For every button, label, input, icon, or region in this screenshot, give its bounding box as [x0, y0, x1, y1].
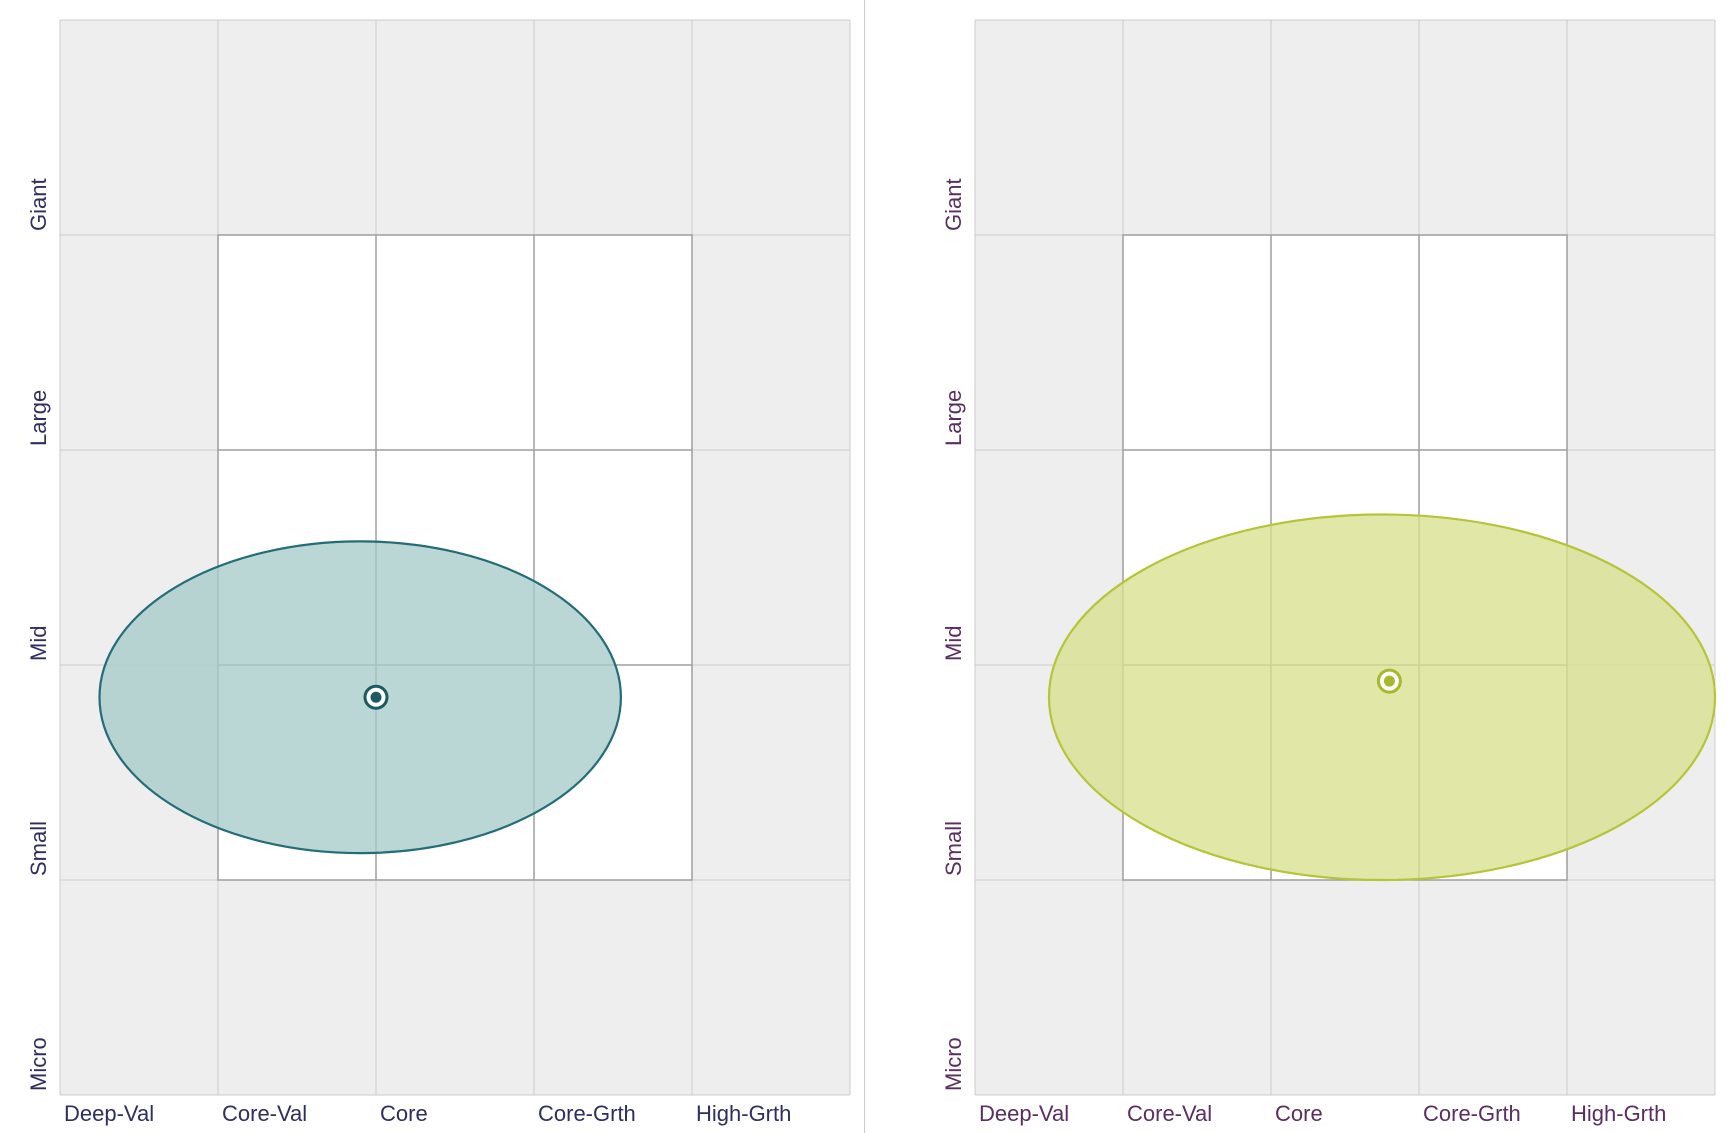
x-axis-label: Core-Grth	[1423, 1101, 1521, 1126]
y-axis-label: Small	[941, 821, 966, 876]
ownership-zone-ellipse	[1049, 515, 1715, 881]
y-axis-label: Micro	[26, 1037, 51, 1091]
y-axis-label: Micro	[941, 1037, 966, 1091]
y-axis-label: Giant	[941, 178, 966, 231]
x-axis-label: Core	[380, 1101, 428, 1126]
y-axis-label: Mid	[26, 626, 51, 661]
style-box-chart-right: Deep-Val Core-Val Core Core-Grth High-Grth Mi…	[865, 0, 1730, 1133]
x-axis-label: Core-Val	[222, 1101, 307, 1126]
y-axis-label: Small	[26, 821, 51, 876]
y-axis-label: Giant	[26, 178, 51, 231]
style-box-chart-left: Deep-Val Core-Val Core Core-Grth High-Grth Mi…	[0, 0, 865, 1133]
style-box-svg-right: Deep-Val Core-Val Core Core-Grth High-Grth Mi…	[865, 0, 1730, 1133]
x-axis-label: Core-Val	[1127, 1101, 1212, 1126]
ownership-zone-ellipse	[100, 541, 621, 853]
y-axis-label: Large	[941, 390, 966, 446]
x-axis-label: Core	[1275, 1101, 1323, 1126]
centroid-dot	[371, 692, 382, 703]
x-axis-label: Core-Grth	[538, 1101, 636, 1126]
centroid-dot	[1384, 676, 1395, 687]
y-axis-label: Large	[26, 390, 51, 446]
x-axis-label: Deep-Val	[64, 1101, 154, 1126]
x-axis-label: High-Grth	[696, 1101, 791, 1126]
y-axis-label: Mid	[941, 626, 966, 661]
charts-container: Deep-Val Core-Val Core Core-Grth High-Grth Mi…	[0, 0, 1730, 1133]
x-axis-label: High-Grth	[1571, 1101, 1666, 1126]
style-box-svg-left: Deep-Val Core-Val Core Core-Grth High-Grth Mi…	[0, 0, 864, 1133]
x-axis-label: Deep-Val	[979, 1101, 1069, 1126]
